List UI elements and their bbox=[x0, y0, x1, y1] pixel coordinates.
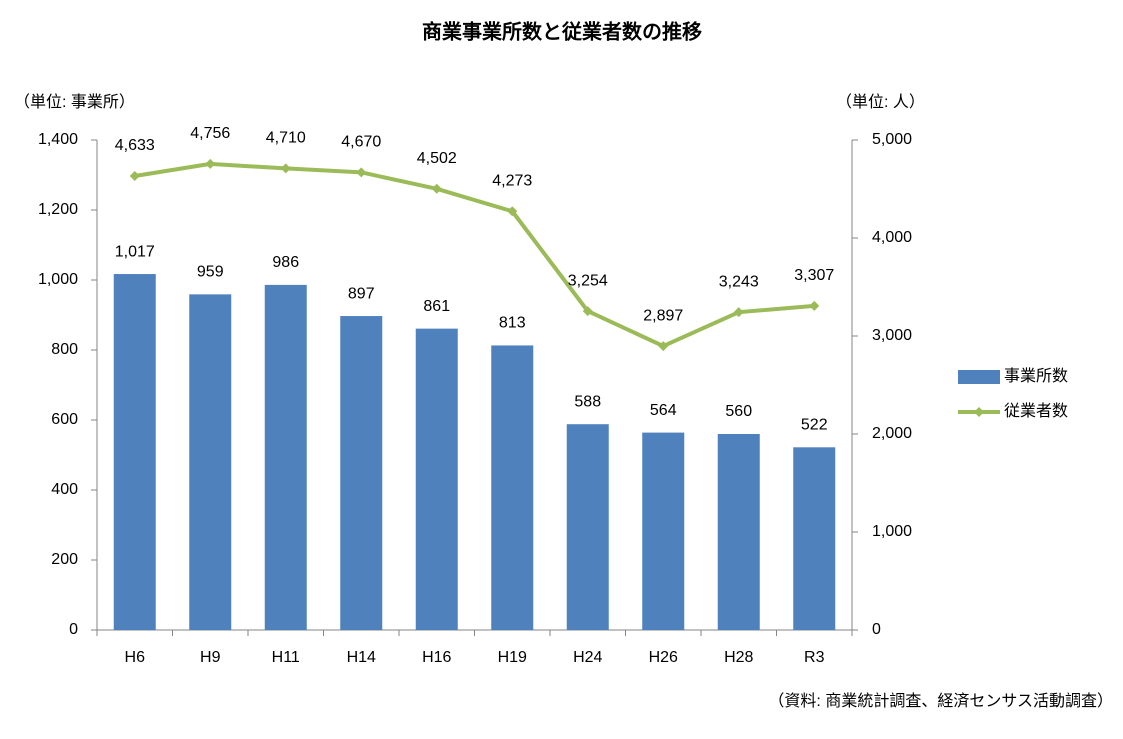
line-value-label: 2,897 bbox=[643, 307, 683, 324]
y-tick-label: 0 bbox=[69, 621, 78, 638]
bar-value-label: 897 bbox=[348, 285, 375, 302]
legend-swatch bbox=[958, 370, 1000, 384]
y2-tick-label: 0 bbox=[872, 621, 881, 638]
y2-axis-unit: （単位: 人） bbox=[836, 93, 925, 111]
y-tick-label: 1,200 bbox=[38, 201, 78, 218]
line-marker bbox=[431, 183, 442, 194]
legend-label: 従業者数 bbox=[1004, 402, 1068, 420]
bar bbox=[717, 434, 760, 630]
y2-tick-label: 4,000 bbox=[872, 229, 912, 246]
x-tick-label: H28 bbox=[724, 649, 753, 666]
line bbox=[134, 161, 815, 349]
y-tick-label: 800 bbox=[51, 341, 78, 358]
y-tick-label: 1,400 bbox=[38, 131, 78, 148]
bar-value-label: 522 bbox=[801, 417, 828, 434]
x-tick-label: H26 bbox=[649, 649, 678, 666]
bar bbox=[566, 424, 609, 630]
line-value-label: 4,273 bbox=[492, 172, 532, 189]
bar bbox=[415, 328, 458, 630]
line-marker bbox=[582, 306, 593, 317]
bar bbox=[642, 432, 685, 630]
bar-value-label: 564 bbox=[650, 402, 677, 419]
y2-tick-label: 2,000 bbox=[872, 425, 912, 442]
line-value-label: 4,502 bbox=[417, 150, 457, 167]
y-tick-label: 1,000 bbox=[38, 271, 78, 288]
y-tick-label: 600 bbox=[51, 411, 78, 428]
bar-value-label: 813 bbox=[499, 315, 526, 332]
bar-value-label: 959 bbox=[197, 264, 224, 281]
line-marker bbox=[205, 158, 216, 169]
bar-value-label: 986 bbox=[272, 254, 299, 271]
line-marker bbox=[733, 307, 744, 318]
x-tick-label: R3 bbox=[804, 649, 825, 666]
y-axis-unit: （単位: 事業所） bbox=[14, 93, 135, 111]
bar bbox=[340, 316, 383, 630]
y-tick-label: 400 bbox=[51, 481, 78, 498]
line-marker bbox=[129, 170, 140, 181]
bar bbox=[189, 294, 232, 630]
line-value-label: 3,243 bbox=[719, 273, 759, 290]
bar-value-label: 588 bbox=[574, 393, 601, 410]
legend-marker bbox=[974, 407, 984, 417]
line-marker bbox=[658, 341, 669, 352]
legend-label: 事業所数 bbox=[1004, 367, 1068, 385]
x-tick-label: H19 bbox=[498, 649, 527, 666]
x-tick-label: H6 bbox=[125, 649, 146, 666]
bar-value-label: 1,017 bbox=[115, 243, 155, 260]
y-tick-label: 200 bbox=[51, 551, 78, 568]
line-marker bbox=[507, 206, 518, 217]
chart-title: 商業事業所数と従業者数の推移 bbox=[422, 19, 702, 43]
bar bbox=[491, 345, 534, 630]
line-value-label: 4,710 bbox=[266, 130, 306, 147]
x-tick-label: H14 bbox=[347, 649, 376, 666]
bar bbox=[113, 274, 156, 630]
x-tick-label: H16 bbox=[422, 649, 451, 666]
bar bbox=[793, 447, 836, 630]
line-value-label: 4,633 bbox=[115, 137, 155, 154]
line-value-label: 4,756 bbox=[190, 125, 230, 142]
bar-value-label: 560 bbox=[725, 403, 752, 420]
line-marker bbox=[280, 163, 291, 174]
x-tick-label: H11 bbox=[272, 649, 300, 666]
y2-tick-label: 1,000 bbox=[872, 523, 912, 540]
y2-tick-label: 3,000 bbox=[872, 327, 912, 344]
line-value-label: 3,307 bbox=[794, 267, 834, 284]
bar bbox=[264, 284, 307, 630]
line-marker bbox=[809, 300, 820, 311]
x-tick-label: H24 bbox=[573, 649, 602, 666]
line-marker bbox=[356, 167, 367, 178]
line-value-label: 4,670 bbox=[341, 134, 381, 151]
y2-tick-label: 5,000 bbox=[872, 131, 912, 148]
x-tick-label: H9 bbox=[200, 649, 221, 666]
source-note: （資料: 商業統計調査、経済センサス活動調査） bbox=[768, 692, 1113, 710]
line-value-label: 3,254 bbox=[568, 272, 608, 289]
bar-value-label: 861 bbox=[423, 298, 450, 315]
